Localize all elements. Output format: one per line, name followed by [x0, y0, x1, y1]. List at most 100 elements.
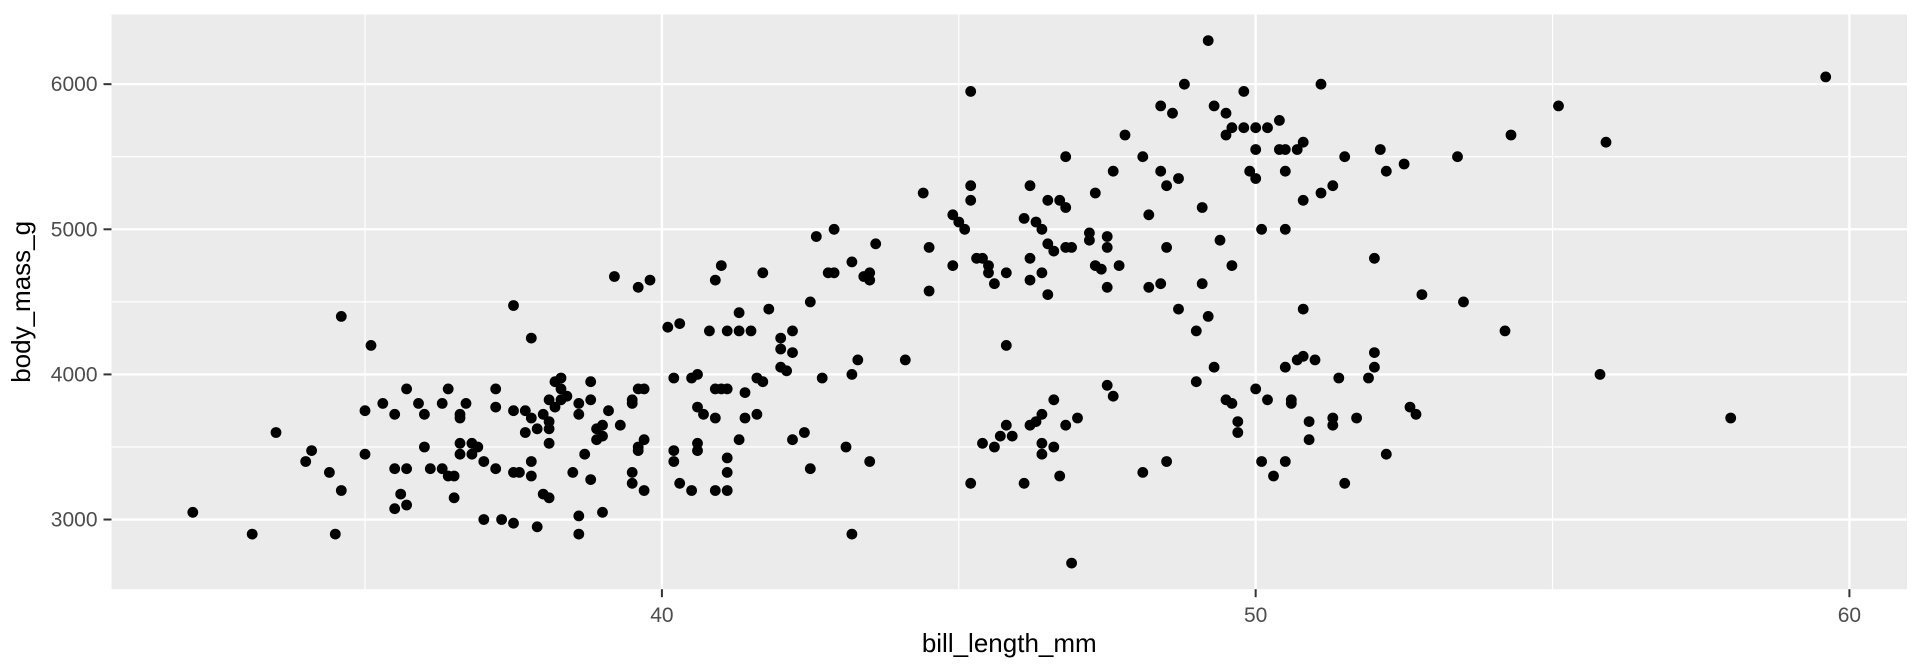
data-point	[1214, 234, 1226, 246]
data-point	[1066, 242, 1077, 253]
data-point	[401, 499, 412, 511]
data-point	[668, 456, 680, 467]
data-point	[781, 365, 792, 377]
data-point	[709, 412, 721, 424]
data-point	[1101, 231, 1113, 242]
data-point	[531, 521, 543, 533]
data-point	[389, 408, 401, 420]
data-point	[1380, 165, 1392, 177]
data-point	[448, 492, 460, 504]
data-point	[1048, 245, 1060, 257]
data-point	[638, 485, 650, 496]
data-point	[1137, 151, 1149, 163]
data-point	[573, 408, 585, 420]
data-point	[1042, 289, 1054, 300]
data-point	[1220, 129, 1232, 141]
data-point	[1309, 354, 1321, 366]
y-axis-title: body_mass_g	[6, 221, 36, 383]
data-point	[1268, 470, 1279, 482]
data-point	[549, 401, 561, 413]
data-point	[1256, 223, 1267, 235]
data-point	[757, 376, 769, 388]
data-point	[1060, 419, 1072, 431]
data-point	[508, 300, 519, 311]
data-point	[953, 216, 965, 228]
data-point	[799, 427, 810, 438]
data-point	[472, 441, 484, 453]
data-point	[1036, 437, 1048, 449]
data-point	[1452, 151, 1463, 163]
data-point	[721, 485, 733, 496]
data-point	[1285, 398, 1297, 409]
data-point	[899, 354, 911, 366]
data-point	[1250, 144, 1262, 155]
data-point	[514, 467, 525, 478]
data-point	[585, 394, 597, 406]
data-point	[965, 86, 977, 97]
data-point	[721, 452, 733, 464]
data-point	[1297, 303, 1309, 315]
data-point	[1398, 158, 1410, 170]
data-point	[419, 408, 430, 420]
data-point	[1024, 252, 1036, 264]
data-point	[1161, 242, 1172, 253]
data-point	[804, 463, 816, 475]
data-point	[846, 256, 858, 268]
data-point	[395, 488, 407, 500]
data-point	[810, 231, 822, 242]
data-point	[917, 187, 929, 199]
data-point	[246, 528, 258, 540]
data-point	[662, 321, 674, 333]
data-point	[1820, 71, 1832, 83]
data-point	[525, 470, 537, 482]
data-point	[1351, 412, 1362, 424]
data-point	[1232, 416, 1244, 427]
data-point	[1036, 448, 1048, 460]
data-point	[965, 180, 977, 192]
data-point	[1315, 78, 1327, 90]
data-point	[947, 260, 959, 271]
data-point	[454, 412, 466, 424]
data-point	[674, 318, 686, 329]
data-point	[1036, 223, 1048, 235]
data-point	[1279, 223, 1291, 235]
data-point	[977, 252, 988, 264]
data-point	[1339, 477, 1351, 489]
data-point	[1339, 151, 1351, 163]
data-point	[413, 398, 424, 409]
data-point	[816, 372, 828, 384]
x-tick-label: 40	[650, 604, 673, 627]
data-point	[1072, 412, 1083, 424]
gridlines	[111, 14, 1907, 590]
data-point	[389, 463, 401, 475]
data-point	[787, 325, 798, 337]
data-point	[573, 510, 585, 522]
data-point	[490, 463, 502, 475]
data-point	[686, 485, 697, 496]
data-point	[359, 405, 371, 417]
data-point	[454, 437, 466, 449]
data-point	[846, 528, 858, 540]
y-tick-label: 6000	[51, 73, 98, 96]
data-point	[840, 441, 852, 453]
data-point	[1190, 376, 1202, 388]
data-point	[686, 372, 697, 384]
data-point	[519, 405, 531, 417]
data-point	[721, 383, 733, 395]
data-point	[923, 285, 935, 297]
data-point	[626, 398, 638, 409]
data-point	[466, 448, 478, 460]
data-point	[709, 485, 721, 496]
data-point	[508, 405, 519, 417]
data-point	[1024, 180, 1036, 192]
data-point	[490, 401, 502, 413]
data-point	[401, 463, 412, 475]
data-point	[870, 238, 882, 250]
data-point	[1000, 419, 1012, 431]
data-point	[585, 376, 597, 388]
x-tick-label: 60	[1838, 604, 1861, 627]
data-point	[1060, 202, 1072, 213]
data-point	[543, 394, 555, 406]
data-point	[1101, 281, 1113, 293]
data-point	[1333, 372, 1345, 384]
